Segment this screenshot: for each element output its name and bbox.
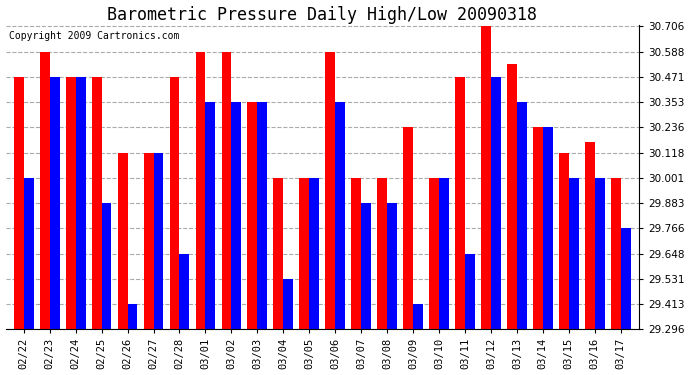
Bar bbox=[429, 178, 439, 329]
Bar bbox=[118, 153, 128, 329]
Title: Barometric Pressure Daily High/Low 20090318: Barometric Pressure Daily High/Low 20090… bbox=[107, 6, 538, 24]
Bar bbox=[273, 178, 284, 329]
Bar bbox=[507, 64, 517, 329]
Bar bbox=[326, 51, 335, 329]
Bar bbox=[50, 76, 59, 329]
Bar bbox=[481, 26, 491, 329]
Bar bbox=[559, 153, 569, 329]
Bar bbox=[455, 76, 465, 329]
Bar bbox=[170, 76, 179, 329]
Bar bbox=[351, 178, 361, 329]
Bar bbox=[101, 203, 112, 329]
Bar bbox=[76, 76, 86, 329]
Bar bbox=[621, 228, 631, 329]
Text: Copyright 2009 Cartronics.com: Copyright 2009 Cartronics.com bbox=[9, 31, 179, 41]
Bar bbox=[533, 127, 543, 329]
Bar bbox=[23, 178, 34, 329]
Bar bbox=[611, 178, 621, 329]
Bar bbox=[387, 203, 397, 329]
Bar bbox=[257, 102, 267, 329]
Bar bbox=[153, 153, 164, 329]
Bar bbox=[128, 304, 137, 329]
Bar bbox=[585, 142, 595, 329]
Bar bbox=[517, 102, 526, 329]
Bar bbox=[361, 203, 371, 329]
Bar bbox=[439, 178, 449, 329]
Bar bbox=[206, 102, 215, 329]
Bar bbox=[309, 178, 319, 329]
Bar bbox=[231, 102, 241, 329]
Bar bbox=[595, 178, 604, 329]
Bar bbox=[92, 76, 101, 329]
Bar bbox=[543, 127, 553, 329]
Bar bbox=[195, 51, 206, 329]
Bar bbox=[413, 304, 423, 329]
Bar bbox=[299, 178, 309, 329]
Bar bbox=[335, 102, 345, 329]
Bar bbox=[14, 76, 23, 329]
Bar bbox=[179, 254, 189, 329]
Bar bbox=[40, 51, 50, 329]
Bar bbox=[66, 76, 76, 329]
Bar bbox=[377, 178, 387, 329]
Bar bbox=[221, 51, 231, 329]
Bar bbox=[144, 153, 153, 329]
Bar bbox=[465, 254, 475, 329]
Bar bbox=[403, 127, 413, 329]
Bar bbox=[248, 102, 257, 329]
Bar bbox=[491, 76, 501, 329]
Bar bbox=[569, 178, 579, 329]
Bar bbox=[284, 279, 293, 329]
